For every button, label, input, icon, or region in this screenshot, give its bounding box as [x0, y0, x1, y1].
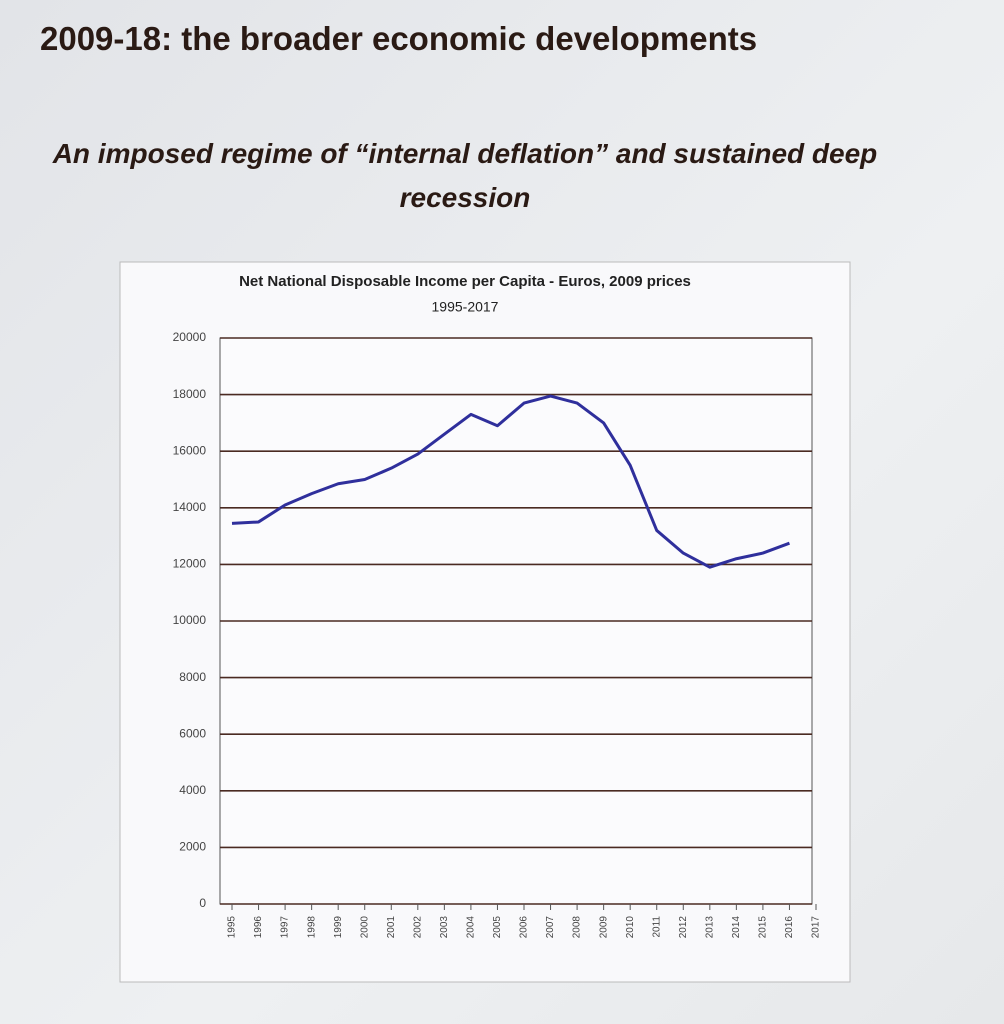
- x-tick-label: 2012: [678, 916, 689, 939]
- x-tick-label: 2006: [519, 916, 530, 939]
- x-tick-label: 2015: [758, 916, 769, 939]
- x-tick-label: 2003: [439, 916, 450, 939]
- slide-title: 2009-18: the broader economic developmen…: [40, 20, 758, 57]
- y-tick-label: 6000: [179, 726, 206, 740]
- chart-subtitle: 1995-2017: [432, 299, 499, 315]
- x-tick-label: 1996: [253, 916, 264, 939]
- y-tick-label: 20000: [173, 330, 207, 344]
- x-tick-label: 2016: [784, 916, 795, 939]
- y-tick-label: 8000: [179, 670, 206, 684]
- y-tick-label: 18000: [173, 387, 207, 401]
- x-tick-label: 2013: [704, 916, 715, 939]
- x-tick-label: 2010: [625, 916, 636, 939]
- x-tick-label: 2009: [598, 916, 609, 939]
- series-line: [231, 394, 790, 569]
- y-tick-label: 12000: [173, 557, 207, 571]
- x-tick-label: 1998: [306, 916, 317, 939]
- x-tick-label: 2007: [545, 916, 556, 939]
- y-tick-label: 10000: [173, 613, 207, 627]
- x-tick-label: 1999: [333, 916, 344, 939]
- x-tick-label: 2001: [386, 916, 397, 939]
- slide-subtitle: An imposed regime of “internal deflation…: [52, 138, 878, 213]
- x-tick-label: 2002: [412, 916, 423, 939]
- y-tick-label: 2000: [179, 840, 206, 854]
- x-tick-label: 2004: [466, 916, 477, 939]
- y-tick-label: 0: [199, 896, 206, 910]
- x-tick-label: 2014: [731, 916, 742, 939]
- x-tick-label: 2008: [572, 916, 583, 939]
- x-tick-label: 2005: [492, 916, 503, 939]
- y-tick-label: 14000: [173, 500, 207, 514]
- x-tick-label: 1995: [227, 916, 238, 939]
- x-tick-label: 2000: [359, 916, 370, 939]
- y-tick-label: 4000: [179, 783, 206, 797]
- chart-title: Net National Disposable Income per Capit…: [239, 273, 691, 290]
- y-tick-label: 16000: [173, 443, 207, 457]
- x-tick-label: 2011: [651, 916, 662, 938]
- x-tick-label: 1997: [280, 916, 291, 939]
- x-tick-label: 2017: [811, 916, 822, 939]
